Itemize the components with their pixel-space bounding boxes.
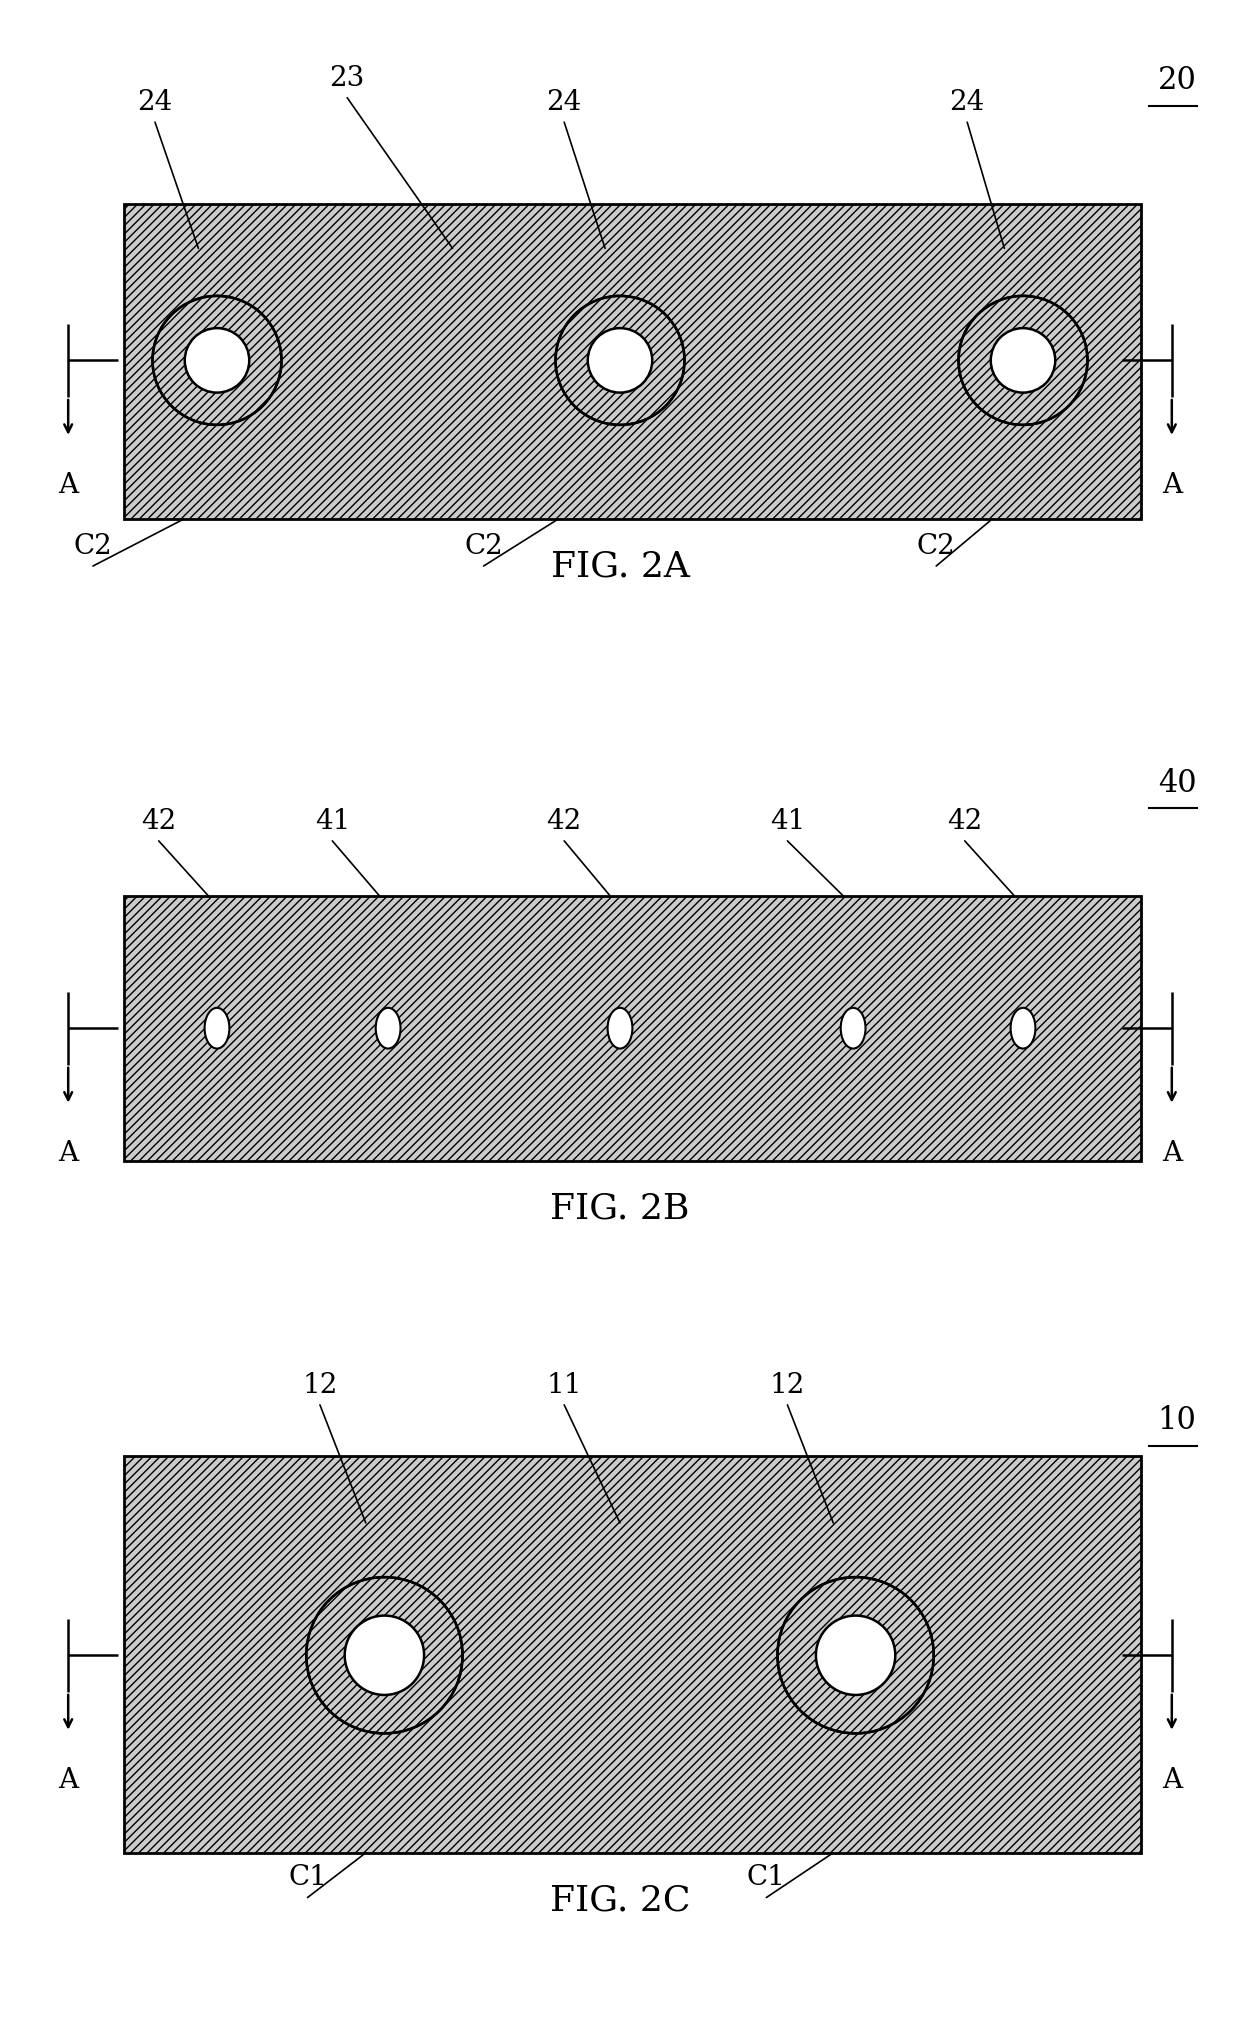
Text: A: A [1162,472,1182,499]
Text: 24: 24 [547,90,582,116]
Text: 24: 24 [138,90,172,116]
Circle shape [841,1008,866,1049]
Text: 12: 12 [770,1372,805,1399]
Circle shape [205,1008,229,1049]
Ellipse shape [185,328,249,393]
Text: 24: 24 [950,90,985,116]
Text: 42: 42 [947,808,982,835]
Text: 12: 12 [303,1372,337,1399]
Ellipse shape [345,1617,424,1694]
Ellipse shape [306,1578,463,1733]
Text: C1: C1 [746,1865,786,1891]
Text: A: A [58,1767,78,1794]
Circle shape [608,1008,632,1049]
Text: FIG. 2B: FIG. 2B [551,1191,689,1226]
Text: A: A [1162,1767,1182,1794]
Text: FIG. 2C: FIG. 2C [549,1883,691,1918]
Text: 20: 20 [1158,65,1197,96]
Ellipse shape [777,1578,934,1733]
Bar [124,204,1141,519]
Ellipse shape [777,1578,934,1733]
Ellipse shape [556,295,684,426]
Text: 41: 41 [770,808,805,835]
Ellipse shape [153,295,281,426]
Circle shape [376,1008,401,1049]
Ellipse shape [991,328,1055,393]
Ellipse shape [959,295,1087,426]
Text: C2: C2 [916,533,956,560]
Text: C2: C2 [73,533,113,560]
Text: 40: 40 [1158,768,1197,798]
Bar [124,1456,1141,1853]
Text: 10: 10 [1158,1405,1197,1435]
Text: 23: 23 [330,65,365,92]
Text: 11: 11 [547,1372,582,1399]
Ellipse shape [816,1617,895,1694]
Text: A: A [58,472,78,499]
Text: 42: 42 [547,808,582,835]
Ellipse shape [153,295,281,426]
Text: 41: 41 [315,808,350,835]
Ellipse shape [556,295,684,426]
Ellipse shape [588,328,652,393]
Text: FIG. 2A: FIG. 2A [551,550,689,584]
Bar [124,896,1141,1161]
Text: C2: C2 [464,533,503,560]
Text: A: A [1162,1140,1182,1167]
Text: A: A [58,1140,78,1167]
Ellipse shape [959,295,1087,426]
Text: 42: 42 [141,808,176,835]
Text: C1: C1 [288,1865,327,1891]
Circle shape [1011,1008,1035,1049]
Ellipse shape [306,1578,463,1733]
